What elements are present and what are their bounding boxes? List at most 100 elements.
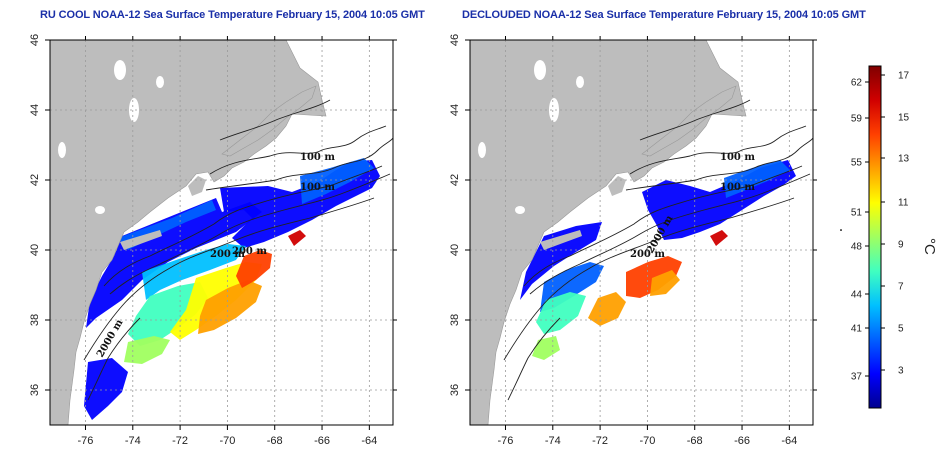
- grid-lines: [470, 40, 813, 425]
- fahrenheit-tick-label: 62: [851, 78, 863, 89]
- lake: [156, 76, 164, 88]
- latitude-tick-label: 38: [449, 314, 461, 326]
- sst-patch: [710, 230, 728, 246]
- sst-patch: [520, 222, 602, 300]
- sst-patch: [86, 198, 262, 328]
- celsius-tick-label: 5: [898, 324, 904, 335]
- sst-patch: [626, 256, 682, 298]
- longitude-tick-label: -72: [592, 435, 608, 447]
- latitude-tick-label: 36: [449, 384, 461, 396]
- map-frame: [469, 39, 814, 426]
- longitude-tick-label: -70: [639, 435, 655, 447]
- nova-scotia-land: [221, 85, 317, 157]
- lake: [129, 98, 139, 122]
- fahrenheit-tick-label: 59: [851, 114, 863, 125]
- latitude-tick-label: 46: [449, 34, 461, 46]
- contour-label: 200 m: [630, 249, 665, 260]
- cape-cod-land: [188, 176, 206, 196]
- fahrenheit-tick-label: 44: [851, 290, 863, 301]
- cape-cod-land: [608, 176, 626, 196]
- fahrenheit-unit: °F: [840, 223, 846, 238]
- latitude-tick-label: 42: [29, 174, 41, 186]
- bathymetry-contour: [219, 99, 331, 141]
- lake: [58, 142, 66, 158]
- sst-patch: [84, 358, 128, 420]
- bathymetry-contour: [629, 125, 807, 175]
- fahrenheit-tick-label: 37: [851, 372, 863, 383]
- lake: [95, 206, 105, 214]
- bathymetry-contour: [205, 137, 393, 191]
- nova-scotia-land: [641, 85, 737, 157]
- contour-label: 200 m: [210, 249, 245, 260]
- temperature-colorbar: °F °C 62 59 55 51 48 44 41 37 17 15 13 11 9 7 5 3: [840, 65, 938, 409]
- long-island-land: [540, 230, 582, 250]
- celsius-tick-label: 13: [898, 154, 910, 165]
- celsius-tick-label: 15: [898, 113, 910, 124]
- longitude-tick-label: -66: [734, 435, 750, 447]
- latitude-tick-label: 46: [29, 34, 41, 46]
- sst-patch: [588, 292, 626, 326]
- celsius-tick-label: 3: [898, 366, 904, 377]
- contour-label: 200 m: [232, 246, 267, 257]
- longitude-tick-label: -72: [172, 435, 188, 447]
- sst-patch: [198, 280, 262, 334]
- celsius-tick-label: 17: [898, 71, 910, 82]
- sst-patch: [288, 230, 306, 246]
- right-map-title: DECLOUDED NOAA-12 Sea Surface Temperatur…: [462, 9, 866, 21]
- sst-patch: [650, 270, 680, 296]
- latitude-tick-label: 44: [449, 104, 461, 116]
- contour-label: 100 m: [300, 152, 335, 163]
- lake: [549, 98, 559, 122]
- latitude-tick-label: 40: [29, 244, 41, 256]
- sst-patch: [300, 158, 374, 204]
- bathymetry-contour: [529, 173, 811, 295]
- longitude-tick-label: -66: [314, 435, 330, 447]
- bathymetry-contour: [209, 125, 387, 175]
- latitude-tick-label: 40: [449, 244, 461, 256]
- contour-label: 100 m: [300, 182, 335, 193]
- fahrenheit-tick-label: 41: [851, 324, 863, 335]
- bathymetry-contour: [507, 317, 561, 401]
- contour-label: 100 m: [720, 182, 755, 193]
- colorbar-fill: [868, 65, 882, 409]
- long-island-land: [120, 230, 162, 250]
- map-frame: [49, 39, 394, 426]
- longitude-tick-label: -68: [267, 435, 283, 447]
- lake: [534, 60, 546, 80]
- longitude-tick-label: -76: [78, 435, 94, 447]
- longitude-tick-label: -64: [361, 435, 377, 447]
- latitude-tick-label: 36: [29, 384, 41, 396]
- lake: [114, 60, 126, 80]
- celsius-tick-label: 7: [898, 282, 904, 293]
- sst-patch: [236, 250, 272, 288]
- longitude-tick-label: -70: [219, 435, 235, 447]
- bathymetry-contour: [109, 173, 391, 295]
- longitude-tick-label: -64: [781, 435, 797, 447]
- bathymetry-contour: [625, 137, 813, 191]
- contour-label: 100 m: [720, 152, 755, 163]
- longitude-tick-label: -74: [125, 435, 141, 447]
- fahrenheit-tick-label: 51: [851, 208, 863, 219]
- bathymetry-contour: [639, 99, 751, 141]
- sst-patch: [142, 244, 246, 300]
- bathymetry-contour: [503, 197, 795, 361]
- bathymetry-contour: [87, 317, 141, 401]
- lake: [515, 206, 525, 214]
- lake: [478, 142, 486, 158]
- longitude-tick-label: -76: [498, 435, 514, 447]
- bathymetry-contour: [103, 165, 383, 287]
- left-map-title: RU COOL NOAA-12 Sea Surface Temperature …: [40, 9, 425, 21]
- celsius-unit: °C: [921, 238, 938, 255]
- lake: [576, 76, 584, 88]
- latitude-tick-label: 44: [29, 104, 41, 116]
- bathymetry-contour: [523, 165, 803, 287]
- longitude-tick-label: -68: [687, 435, 703, 447]
- sst-patch: [128, 282, 208, 346]
- fahrenheit-tick-label: 55: [851, 158, 863, 169]
- sst-patch: [536, 292, 586, 334]
- celsius-tick-label: 9: [898, 240, 904, 251]
- longitude-tick-label: -74: [545, 435, 561, 447]
- grid-lines: [50, 40, 393, 425]
